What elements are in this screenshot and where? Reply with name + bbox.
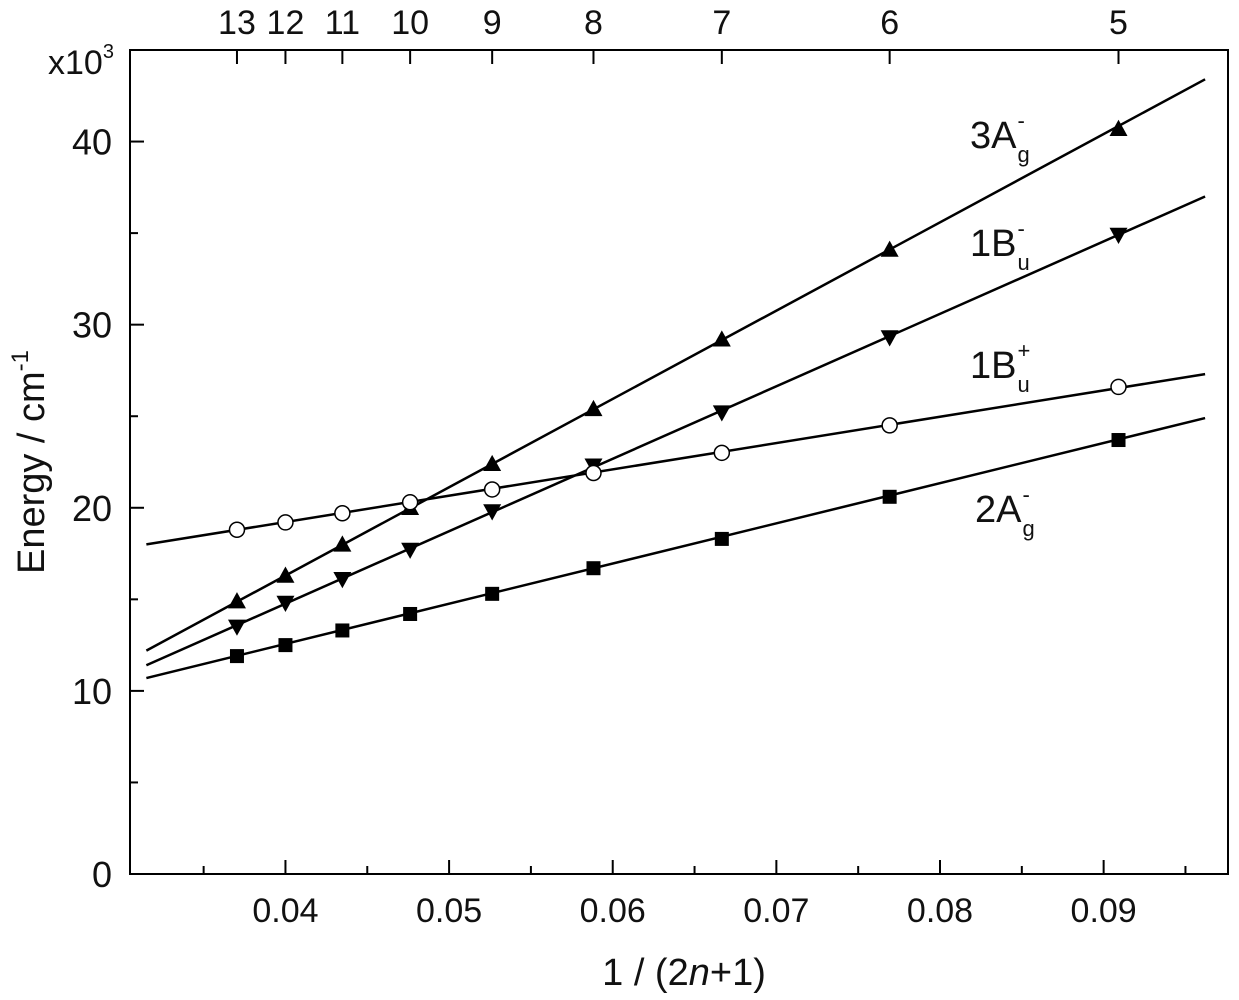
- y-tick-label: 20: [72, 488, 112, 529]
- y-multiplier-exp: 3: [103, 41, 114, 63]
- marker: [712, 405, 731, 422]
- top-tick-label: 8: [584, 4, 603, 42]
- marker: [586, 561, 601, 576]
- y-tick-label: 0: [92, 854, 112, 895]
- marker: [1109, 119, 1128, 136]
- top-tick-label: 9: [483, 4, 502, 42]
- marker: [1111, 433, 1126, 448]
- marker: [278, 638, 293, 653]
- marker: [483, 454, 502, 472]
- series-label-sup: -: [1017, 108, 1024, 133]
- marker: [277, 514, 294, 531]
- marker: [229, 649, 244, 664]
- marker: [483, 504, 502, 521]
- y-tick-label: 10: [72, 671, 112, 712]
- top-tick-label: 12: [267, 4, 305, 42]
- top-tick-label: 5: [1109, 4, 1128, 42]
- series-label: 1B: [970, 223, 1016, 265]
- top-tick-label: 10: [391, 4, 429, 42]
- series-label: 2A: [975, 489, 1022, 531]
- marker: [333, 571, 352, 589]
- x-tick-label: 0.05: [416, 892, 482, 930]
- marker: [1110, 378, 1127, 396]
- series-label: 3A: [970, 115, 1017, 157]
- marker: [1109, 227, 1128, 244]
- x-tick-label: 0.08: [907, 892, 973, 930]
- series-label-sup: -: [1017, 216, 1024, 241]
- marker: [401, 494, 419, 511]
- y-label-sup: -1: [7, 350, 34, 371]
- fit-line: [145, 195, 1206, 667]
- marker: [403, 606, 418, 621]
- y-tick-label: 30: [72, 305, 112, 346]
- marker: [585, 464, 602, 482]
- series-label-sub: u: [1017, 372, 1029, 397]
- top-tick-label: 6: [880, 4, 899, 42]
- y-axis-label: Energy / cm-1: [7, 350, 53, 574]
- marker: [334, 505, 351, 522]
- fit-line: [145, 78, 1206, 652]
- marker: [880, 330, 899, 347]
- marker: [401, 542, 420, 559]
- y-multiplier-base: x10: [48, 44, 103, 82]
- marker: [335, 623, 350, 638]
- marker: [712, 330, 731, 347]
- top-tick-label: 13: [218, 4, 256, 42]
- x-tick-label: 0.06: [580, 892, 646, 930]
- marker: [880, 240, 899, 257]
- fit-line: [146, 372, 1206, 546]
- y-label-main: Energy / cm: [11, 371, 53, 574]
- marker: [276, 566, 295, 583]
- marker: [228, 521, 246, 539]
- x-label-italic: n: [689, 952, 710, 994]
- series-label-sup: -: [1022, 482, 1029, 507]
- y-tick-label: 40: [72, 122, 112, 163]
- top-tick-label: 11: [325, 4, 360, 42]
- x-axis-label: 1 / (2n+1): [602, 952, 766, 994]
- marker: [713, 444, 731, 462]
- series-label-sub: g: [1022, 516, 1034, 541]
- marker: [714, 531, 729, 546]
- series-label-sub: u: [1017, 250, 1029, 275]
- marker: [882, 489, 897, 504]
- y-multiplier: x103: [48, 41, 114, 82]
- top-tick-label: 7: [712, 4, 731, 42]
- x-label-main: 1 / (2: [602, 952, 689, 994]
- marker: [227, 592, 246, 609]
- marker: [584, 399, 603, 417]
- marker: [227, 619, 246, 636]
- marker: [276, 595, 295, 612]
- marker: [485, 586, 500, 601]
- series-label-sub: g: [1017, 142, 1029, 167]
- series-label-sup: +: [1017, 338, 1030, 363]
- marker: [333, 535, 352, 552]
- x-tick-label: 0.07: [743, 892, 809, 930]
- x-label-end: +1): [710, 952, 766, 994]
- x-tick-label: 0.04: [252, 892, 318, 930]
- marker: [483, 481, 501, 498]
- series-label: 1B: [970, 345, 1016, 387]
- plot-frame: [129, 49, 1229, 875]
- x-tick-label: 0.09: [1071, 892, 1137, 930]
- marker: [881, 417, 898, 434]
- fit-line: [146, 416, 1206, 680]
